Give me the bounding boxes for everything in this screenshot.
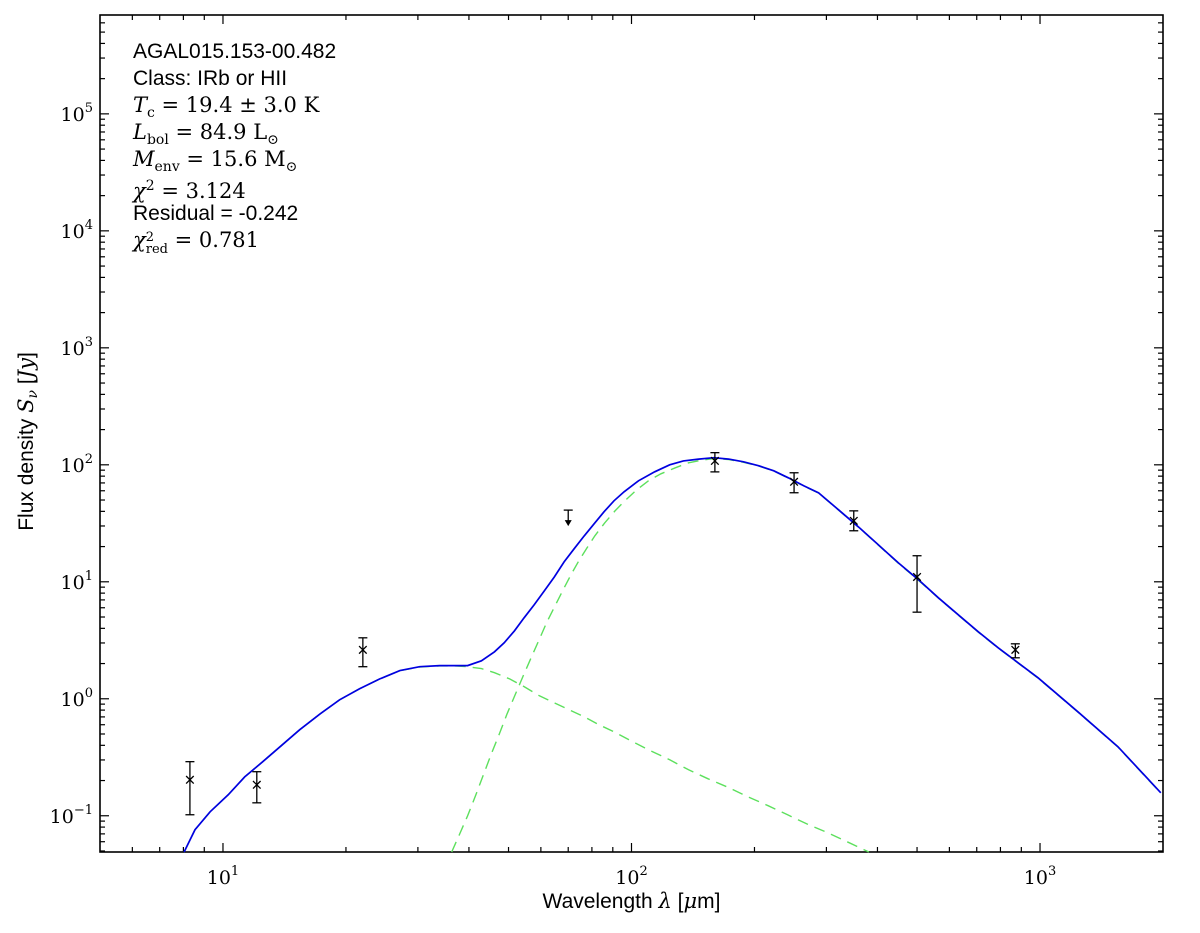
- x-tick-label: 101: [207, 864, 239, 889]
- x-tick-labels: 101 102 103: [207, 864, 1057, 889]
- annotation-cold-temperature: Tc = 19.4 ± 3.0 K: [133, 92, 336, 121]
- component-warm-curve: [183, 665, 870, 853]
- annotation-segment: L: [133, 120, 147, 144]
- data-point: [912, 555, 922, 613]
- x-tick-label: 102: [615, 864, 647, 889]
- y-tick-label: 102: [61, 452, 93, 477]
- annotation-segment: AGAL015.153-00.482: [133, 40, 337, 63]
- y-axis-label: Flux density Sν​ [Jy]: [14, 352, 41, 531]
- annotation-source-name: AGAL015.153-00.482: [133, 38, 336, 65]
- annotation-segment: M: [133, 147, 155, 171]
- annotation-segment: 2: [145, 178, 155, 194]
- annotation-block: AGAL015.153-00.482 Class: IRb or HII Tc = …: [133, 38, 336, 257]
- annotation-chi-square-reduced: χ 2 red = 0.781: [133, 227, 336, 257]
- x-tick-label: 103: [1024, 864, 1056, 889]
- annotation-segment: bol: [146, 132, 169, 148]
- annotation-segment: ⊙: [267, 132, 279, 148]
- annotation-segment: χ: [133, 179, 146, 203]
- data-points: [185, 452, 1020, 816]
- annotation-chi-square: χ2 = 3.124: [133, 173, 336, 203]
- model-total-curve: [183, 456, 1162, 853]
- data-point: [185, 761, 195, 816]
- annotation-envelope-mass: Menv = 15.6 M⊙: [133, 146, 336, 175]
- annotation-residual: Residual = -0.242: [133, 200, 336, 227]
- annotation-segment: Class: IRb or HII: [133, 67, 288, 90]
- annotation-bolometric-luminosity: Lbol = 84.9 L⊙: [133, 119, 336, 148]
- y-tick-label: 104: [61, 218, 93, 243]
- annotation-segment: = 15.6 M: [179, 147, 286, 171]
- y-tick-label: 100: [61, 686, 93, 711]
- data-point: [358, 637, 368, 668]
- annotation-segment: = 0.781: [167, 228, 260, 252]
- y-tick-label: 103: [61, 335, 93, 360]
- data-point: [710, 452, 720, 473]
- annotation-segment: χ: [133, 228, 146, 252]
- upper-limit-marker: [563, 509, 573, 527]
- axis-ticks: [100, 15, 1163, 852]
- annotation-source-class: Class: IRb or HII: [133, 65, 336, 92]
- annotation-segment: ⊙: [285, 159, 298, 175]
- data-point: [849, 510, 859, 532]
- data-point: [789, 472, 799, 494]
- annotation-segment: env: [154, 159, 180, 175]
- annotation-segment: c: [147, 105, 155, 121]
- annotation-segment: Residual = -0.242: [133, 202, 299, 225]
- annotation-segment: T: [133, 93, 148, 117]
- data-point: [1010, 643, 1020, 659]
- data-point: [252, 771, 262, 804]
- y-tick-label: 105: [61, 101, 93, 126]
- annotation-segment: = 84.9 L: [168, 120, 268, 144]
- annotation-segment: 2 red: [145, 230, 168, 257]
- y-tick-labels: 10−1 100 101 102 103 104 105: [50, 101, 93, 828]
- y-tick-label: 101: [61, 569, 93, 594]
- y-tick-label: 10−1: [50, 803, 93, 828]
- x-axis-label: Wavelength λ [μm]: [543, 889, 721, 913]
- component-cold-curve: [451, 457, 1162, 853]
- annotation-segment: = 19.4 ± 3.0 K: [154, 93, 320, 117]
- annotation-segment: = 3.124: [154, 179, 246, 203]
